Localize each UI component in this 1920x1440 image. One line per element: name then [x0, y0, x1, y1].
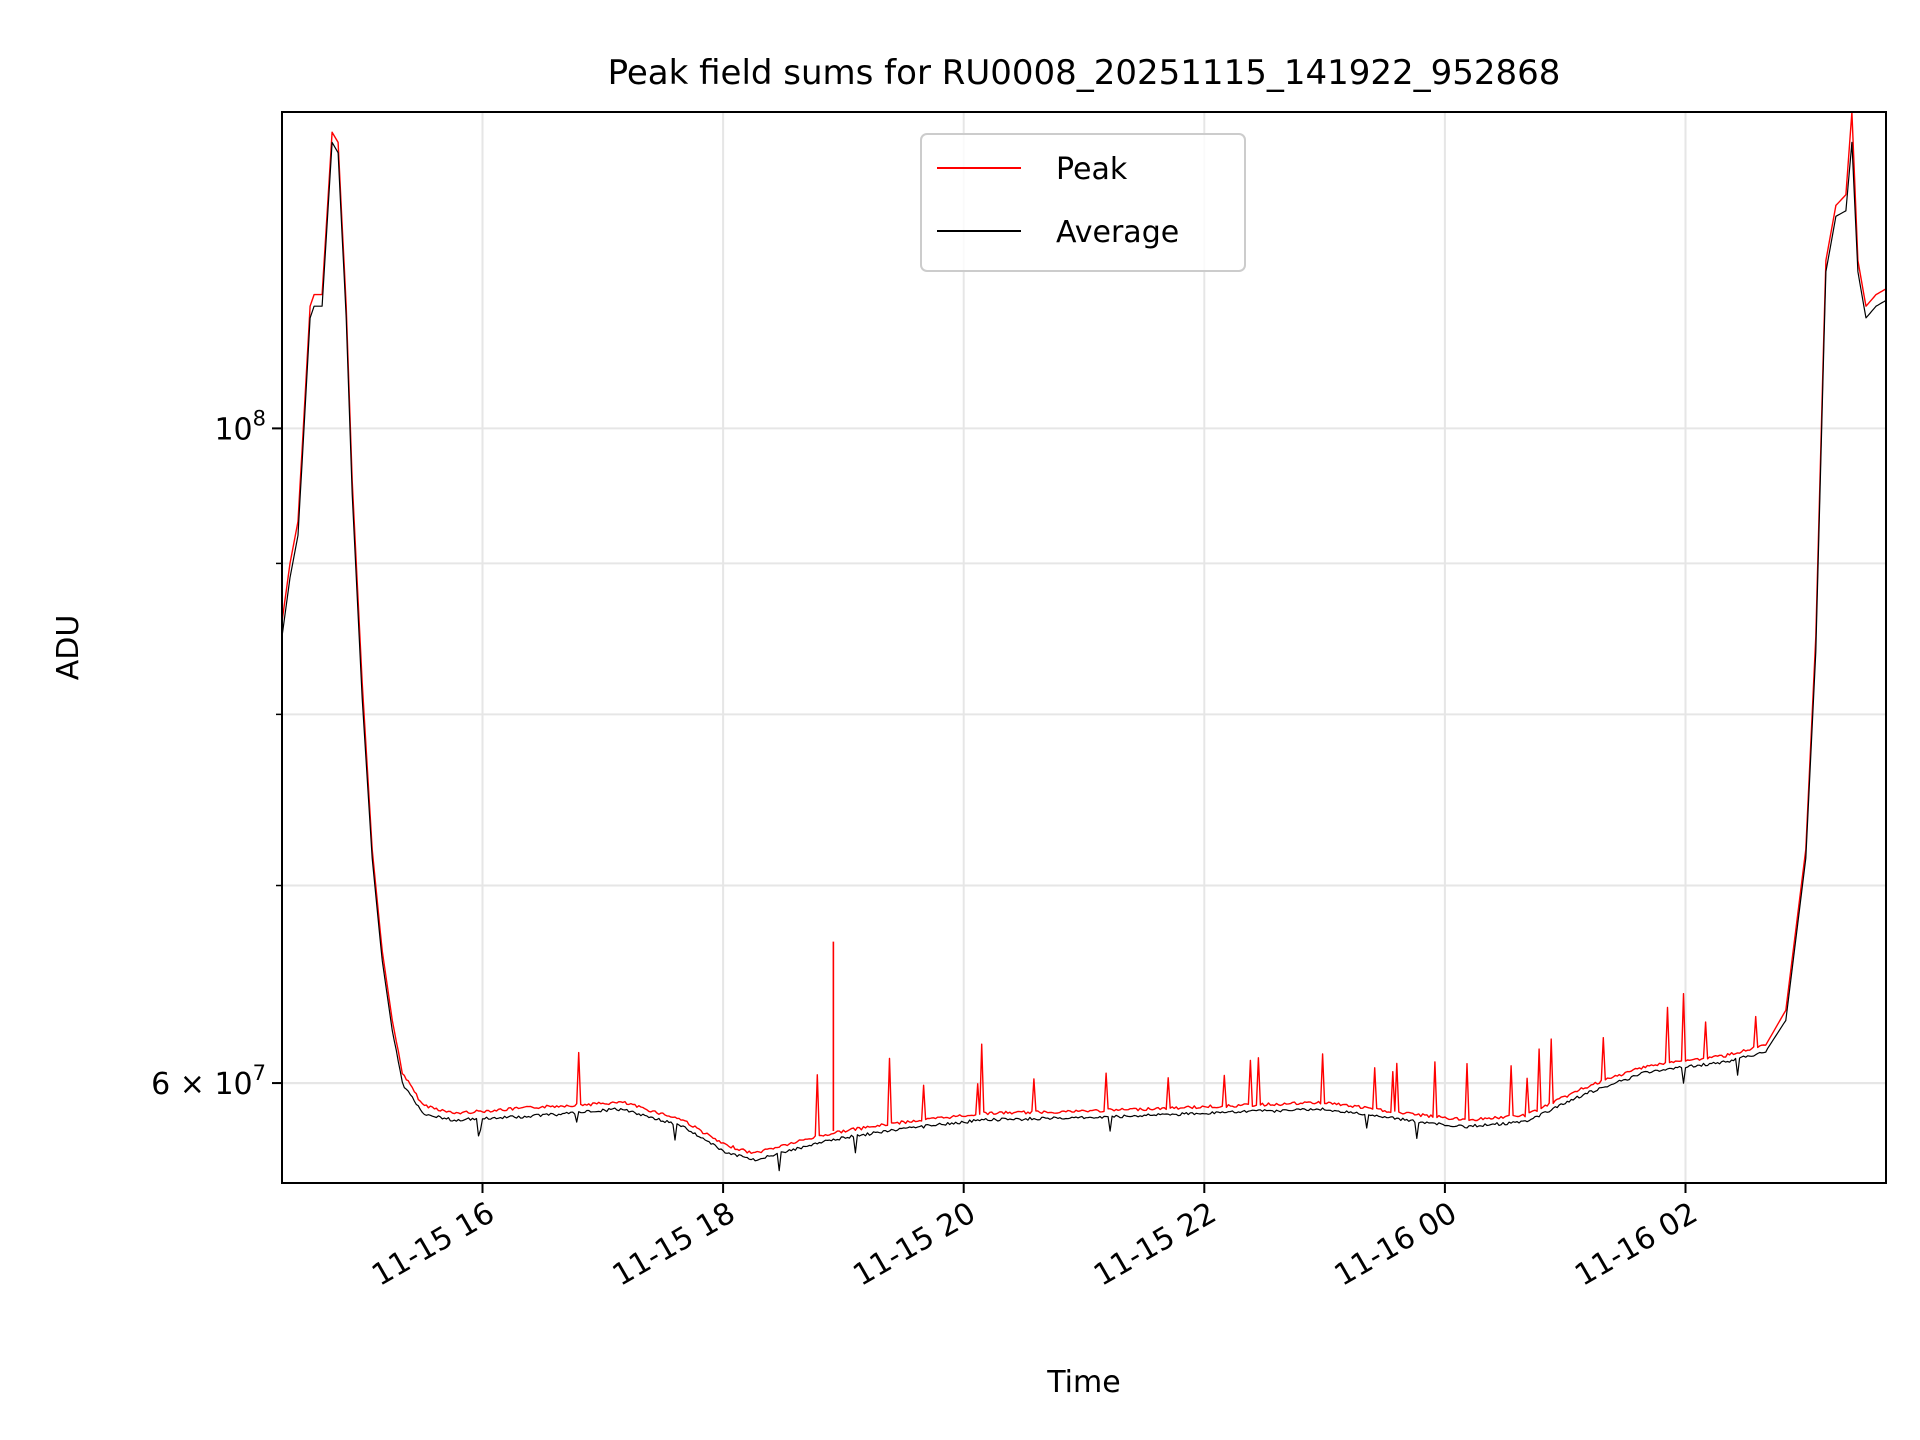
chart-title: Peak field sums for RU0008_20251115_1419… [608, 53, 1561, 93]
x-tick-label: 11-16 00 [1329, 1196, 1463, 1294]
plot-frame [281, 111, 1887, 1184]
x-tick-label: 11-15 22 [1088, 1196, 1222, 1294]
legend: Peak Average [920, 133, 1246, 272]
x-tick-label: 11-15 18 [607, 1196, 741, 1294]
x-tick-label: 11-16 02 [1569, 1196, 1703, 1294]
y-axis-label: ADU [51, 615, 86, 681]
series-line-peak [281, 111, 1887, 1154]
grid-layer [282, 112, 1886, 1183]
x-tick-label: 11-15 16 [366, 1196, 500, 1294]
legend-label-peak: Peak [1056, 152, 1128, 187]
x-tick-label: 11-15 20 [847, 1196, 981, 1294]
series-layer [281, 111, 1887, 1172]
y-tick-label: 108 [214, 406, 266, 447]
legend-label-average: Average [1056, 215, 1179, 250]
tick-layer: 11-15 16 11-15 18 11-15 20 11-15 22 11-16 00… [151, 406, 1703, 1293]
y-tick-label: 6 × 107 [151, 1061, 266, 1102]
x-axis-label: Time [1046, 1365, 1120, 1400]
series-line-average [281, 141, 1887, 1172]
